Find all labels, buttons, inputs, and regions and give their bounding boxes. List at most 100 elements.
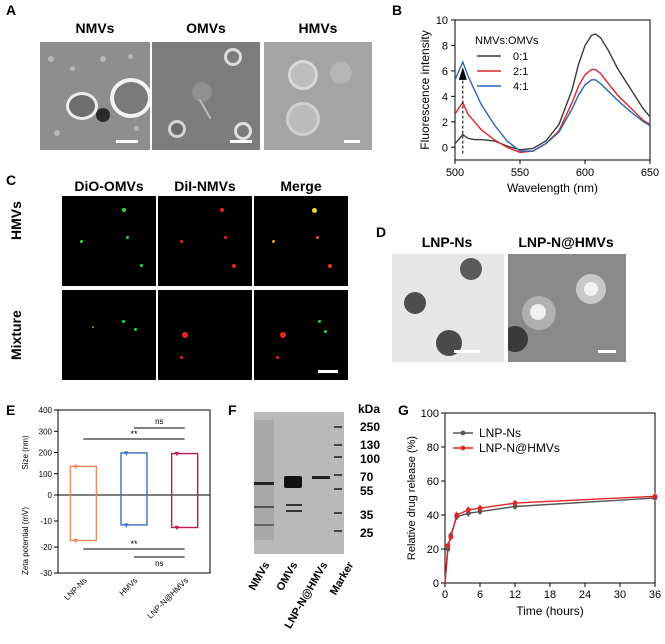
panel-d-label: D (376, 224, 387, 240)
x-tick-label: 18 (544, 589, 556, 601)
y-tick-label: 20 (427, 544, 439, 556)
legend-label-0: 0:1 (513, 51, 528, 63)
y-axis-label-size: Size (nm) (21, 435, 30, 470)
dio-omvs-title: DiO-OMVs (74, 178, 144, 194)
nmvs-title: NMVs (75, 20, 115, 36)
x-tick-label: 600 (576, 167, 594, 179)
series-line-0 (444, 497, 656, 584)
size-point-1: ▾ (124, 448, 129, 458)
series-line-2 (454, 60, 651, 152)
category-label-2: LNP-N@HMVs (146, 576, 190, 620)
scale-bar (116, 140, 138, 143)
y-tick-label: 0 (442, 142, 448, 154)
panel-f-label: F (228, 402, 237, 418)
marker-35: 35 (360, 508, 374, 522)
zeta-point-2: ▾ (175, 523, 180, 533)
panel-b-label: B (392, 2, 403, 18)
hmvs-row-title: HMVs (8, 201, 24, 240)
x-tick-label: 36 (649, 589, 661, 601)
scale-bar (454, 350, 480, 353)
y-axis-label: Relative drug release (%) (406, 436, 418, 560)
x-axis-label: Time (hours) (516, 604, 584, 618)
hmvs-dii-image (158, 196, 252, 286)
panel-e-label: E (6, 402, 16, 418)
legend-marker-0 (460, 430, 466, 436)
y-tick-label: -10 (40, 517, 52, 526)
marker-70: 70 (360, 470, 374, 484)
hmvs-dio-image (62, 196, 156, 286)
mixture-dio-image (62, 290, 156, 380)
y-tick-label: 8 (442, 40, 448, 52)
annotation-ns-bottom: ns (155, 559, 163, 568)
plot-frame (454, 19, 651, 161)
legend-label-0: LNP-Ns (479, 426, 521, 440)
zeta-point-0: ▾ (73, 536, 78, 546)
annotation-stars-bottom: ** (130, 539, 138, 549)
nmvs-tem-image (40, 42, 150, 150)
annotation-arrow-head (458, 67, 467, 80)
panel-c-label: C (6, 172, 17, 188)
legend-label-2: 4:1 (513, 81, 528, 93)
x-tick-label: 6 (477, 589, 483, 601)
zeta-point-1: ▾ (124, 520, 129, 530)
lnp-ns-title: LNP-Ns (421, 234, 473, 250)
y-tick-label: 40 (427, 510, 439, 522)
y-tick-label: 80 (427, 442, 439, 454)
scale-bar (230, 140, 252, 143)
marker-100: 100 (360, 452, 381, 466)
scale-bar (598, 350, 616, 353)
sds-page-gel (254, 412, 344, 554)
hmvs-title: HMVs (298, 20, 338, 36)
y-tick-label: 200 (39, 449, 53, 458)
mixture-row-title: Mixture (8, 310, 24, 360)
mixture-merge-image (254, 290, 348, 380)
y-tick-label: 0 (433, 578, 439, 590)
lnp-n-hmvs-title: LNP-N@HMVs (518, 234, 614, 250)
hmvs-tem-image (264, 42, 372, 150)
marker-130: 130 (360, 438, 381, 452)
y-axis-label: Fluorescence intensity (418, 30, 432, 149)
x-tick-label: 500 (446, 167, 464, 179)
size-point-2: ▾ (175, 449, 180, 459)
annotation-stars-top: ** (130, 429, 138, 439)
scale-bar (318, 370, 338, 373)
y-tick-label: 400 (39, 406, 53, 415)
drug-release-chart: 0 6 12 18 24 30 36 0 20 40 60 80 100 Time (hours) Rela… (406, 408, 661, 618)
panel-g-label: G (398, 402, 409, 418)
x-tick-label: 30 (614, 589, 626, 601)
y-tick-label: 100 (421, 408, 439, 420)
series-line-1 (444, 495, 656, 584)
legend-label-1: LNP-N@HMVs (479, 441, 560, 455)
omvs-title: OMVs (186, 20, 226, 36)
bar-0 (69, 465, 98, 542)
mixture-dii-image (158, 290, 252, 380)
legend-title: NMVs:OMVs (475, 35, 539, 47)
y-tick-label: -30 (40, 569, 52, 578)
y-tick-label: 60 (427, 476, 439, 488)
marker-250: 250 (360, 420, 381, 434)
merge-title: Merge (280, 178, 322, 194)
y-tick-label: 10 (436, 15, 448, 27)
y-tick-label: 4 (442, 91, 448, 103)
y-tick-label: 300 (39, 427, 53, 436)
series-line-0 (454, 33, 651, 151)
legend-label-1: 2:1 (513, 66, 528, 78)
marker-55: 55 (360, 484, 374, 498)
x-axis-label: Wavelength (nm) (507, 181, 598, 195)
y-tick-label: 100 (39, 470, 53, 479)
scale-bar (344, 140, 360, 143)
dii-nmvs-title: DiI-NMVs (174, 178, 236, 194)
panel-a-label: A (6, 2, 17, 18)
y-axis-label-zeta: Zeta potential (mV) (21, 507, 30, 575)
size-zeta-chart: 100 200 300 400 -30 -20 -10 0 Size (nm) Zeta pote… (21, 406, 211, 621)
y-tick-label: 6 (442, 66, 448, 78)
y-tick-label: 0 (48, 491, 53, 500)
bar-2 (170, 452, 199, 529)
lnp-ns-tem-image (392, 254, 504, 362)
kda-label: kDa (358, 402, 381, 416)
x-tick-label: 650 (641, 167, 659, 179)
size-point-0: ▾ (73, 461, 78, 471)
y-tick-label: 2 (442, 117, 448, 129)
x-tick-label: 12 (509, 589, 521, 601)
category-label-0: LNP-Ns (63, 576, 89, 602)
